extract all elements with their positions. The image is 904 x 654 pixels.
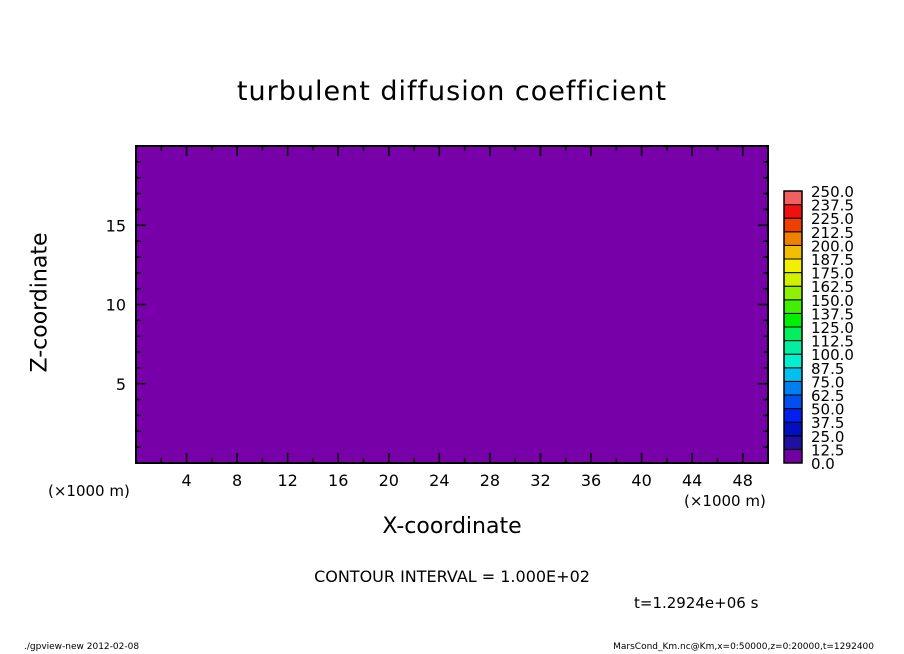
- colorbar-swatch: [783, 380, 803, 396]
- colorbar-swatch: [783, 367, 803, 382]
- x-tick-label: 16: [328, 471, 348, 490]
- colorbar-swatch: [783, 217, 803, 233]
- colorbar-label: 0.0: [811, 455, 835, 473]
- colorbar-label: 162.5: [811, 278, 854, 296]
- colorbar-label: 212.5: [811, 224, 854, 242]
- contour-interval: CONTOUR INTERVAL = 1.000E+02: [314, 567, 590, 586]
- x-tick-label: 32: [530, 471, 550, 490]
- colorbar-label: 125.0: [811, 319, 854, 337]
- colorbar-swatch: [783, 435, 803, 450]
- colorbar-swatch: [783, 448, 803, 464]
- colorbar-label: 150.0: [811, 292, 854, 310]
- colorbar-label: 175.0: [811, 265, 854, 283]
- colorbar-label: 137.5: [811, 305, 854, 323]
- x-tick-label: 28: [480, 471, 500, 490]
- colorbar-label: 237.5: [811, 197, 854, 215]
- y-axis-unit: (×1000 m): [48, 482, 130, 500]
- y-tick-label: 10: [106, 296, 126, 315]
- x-tick-label: 40: [631, 471, 651, 490]
- colorbar-label: 50.0: [811, 401, 844, 419]
- colorbar-swatch: [783, 394, 803, 410]
- x-tick-label: 48: [733, 471, 753, 490]
- contour-fill: [136, 146, 768, 463]
- colorbar-swatch: [783, 421, 803, 437]
- x-tick-label: 12: [278, 471, 298, 490]
- colorbar-label: 225.0: [811, 210, 854, 228]
- colorbar-label: 200.0: [811, 237, 854, 255]
- colorbar-swatch: [783, 272, 803, 287]
- colorbar-swatch: [783, 326, 803, 342]
- colorbar-swatch: [783, 244, 803, 260]
- colorbar-swatch: [783, 299, 803, 314]
- x-tick-label: 8: [232, 471, 242, 490]
- colorbar-swatch: [783, 340, 803, 355]
- colorbar-swatch: [783, 312, 803, 328]
- colorbar-swatch: [783, 408, 803, 423]
- x-tick-label: 44: [682, 471, 702, 490]
- colorbar-label: 87.5: [811, 360, 844, 378]
- colorbar-swatch: [783, 258, 803, 274]
- y-axis-label: Z-coordinate: [27, 232, 53, 373]
- x-tick-label: 24: [429, 471, 449, 490]
- colorbar-label: 25.0: [811, 428, 844, 446]
- colorbar-swatch: [783, 231, 803, 246]
- colorbar-label: 12.5: [811, 441, 844, 459]
- footer-left: ./gpview-new 2012-02-08: [24, 642, 140, 652]
- colorbar-label: 62.5: [811, 387, 844, 405]
- colorbar-label: 37.5: [811, 414, 844, 432]
- time-label: t=1.2924e+06 s: [634, 594, 759, 612]
- chart-title: turbulent diffusion coefficient: [236, 76, 668, 107]
- colorbar-label: 112.5: [811, 333, 854, 351]
- footer-right: MarsCond_Km.nc@Km,x=0:50000,z=0:20000,t=…: [613, 642, 874, 652]
- colorbar-label: 100.0: [811, 346, 854, 364]
- x-axis-unit: (×1000 m): [684, 492, 766, 510]
- colorbar-label: 187.5: [811, 251, 854, 269]
- colorbar-label: 75.0: [811, 373, 844, 391]
- x-axis-label-text: X-coordinate: [382, 514, 522, 539]
- y-tick-label: 5: [116, 375, 126, 394]
- x-tick-label: 4: [181, 471, 191, 490]
- x-tick-label: 36: [581, 471, 601, 490]
- x-tick-label: 20: [379, 471, 399, 490]
- colorbar-swatch: [783, 285, 803, 301]
- colorbar-swatch: [783, 204, 803, 219]
- colorbar-label: 250.0: [811, 183, 854, 201]
- colorbar-swatch: [783, 190, 803, 206]
- x-axis-label: X-coordinate: [0, 514, 904, 539]
- colorbar-frame: [783, 190, 803, 464]
- y-tick-label: 15: [106, 216, 126, 235]
- colorbar-swatch: [783, 353, 803, 369]
